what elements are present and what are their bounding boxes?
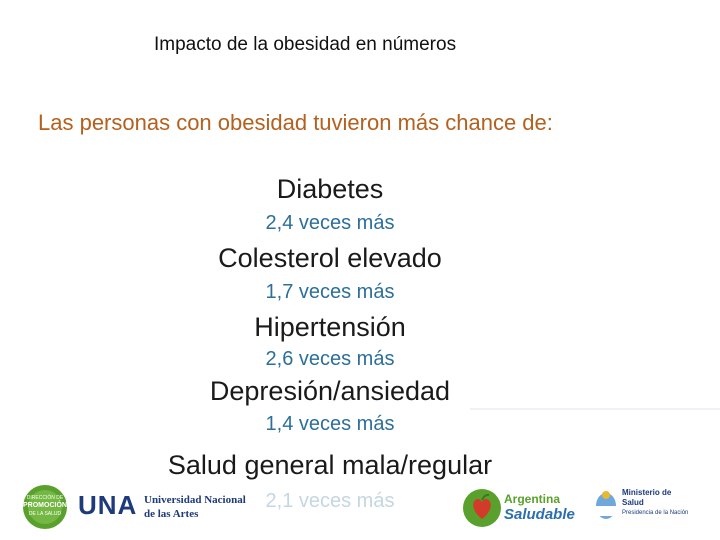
argentina-saludable-logo: Argentina Saludable: [462, 486, 575, 532]
ministerio-salud-logo: Ministerio de Salud Presidencia de la Na…: [594, 486, 716, 532]
escudo-icon: [596, 491, 616, 519]
page-subtitle: Las personas con obesidad tuvieron más c…: [38, 110, 553, 135]
item-label-diabetes: Diabetes: [276, 174, 384, 204]
footer-logos: DIRECCIÓN DE PROMOCIÓN DE LA SALUD UNA U…: [0, 480, 720, 540]
page-title: Impacto de la obesidad en números: [154, 34, 457, 55]
promocion-salud-logo: DIRECCIÓN DE PROMOCIÓN DE LA SALUD: [22, 484, 68, 530]
promocion-salud-icon: [23, 485, 67, 529]
item-value-salud-general: 2,1 veces más: [265, 490, 395, 512]
item-value-colesterol: 1,7 veces más: [265, 281, 395, 303]
item-value-hipertension: 2,6 veces más: [265, 348, 395, 370]
heart-apple-icon: [463, 489, 501, 527]
decorative-line: [470, 408, 720, 410]
argentina-line2: Saludable: [504, 506, 575, 523]
una-name-line1: Universidad Nacional: [144, 494, 246, 506]
promocion-line1: DIRECCIÓN DE: [26, 495, 64, 501]
item-label-hipertension: Hipertensión: [254, 312, 406, 342]
argentina-line1: Argentina: [504, 492, 561, 506]
item-label-salud-general: Salud general mala/regular: [167, 450, 493, 480]
ministerio-line2: Salud: [622, 498, 644, 507]
item-label-depresion: Depresión/ansiedad: [209, 376, 451, 406]
ministerio-line1: Ministerio de: [622, 488, 672, 497]
una-abbr: UNA: [78, 490, 138, 520]
item-value-diabetes: 2,4 veces más: [265, 212, 395, 234]
item-label-colesterol: Colesterol elevado: [218, 243, 442, 273]
promocion-line3: DE LA SALUD: [28, 511, 62, 517]
promocion-line2: PROMOCIÓN: [23, 502, 67, 509]
ministerio-line3: Presidencia de la Nación: [622, 510, 689, 516]
una-name-line2: de las Artes: [144, 508, 199, 520]
item-value-depresion: 1,4 veces más: [265, 413, 395, 435]
una-logo: UNA Universidad Nacional de las Artes: [78, 488, 258, 532]
